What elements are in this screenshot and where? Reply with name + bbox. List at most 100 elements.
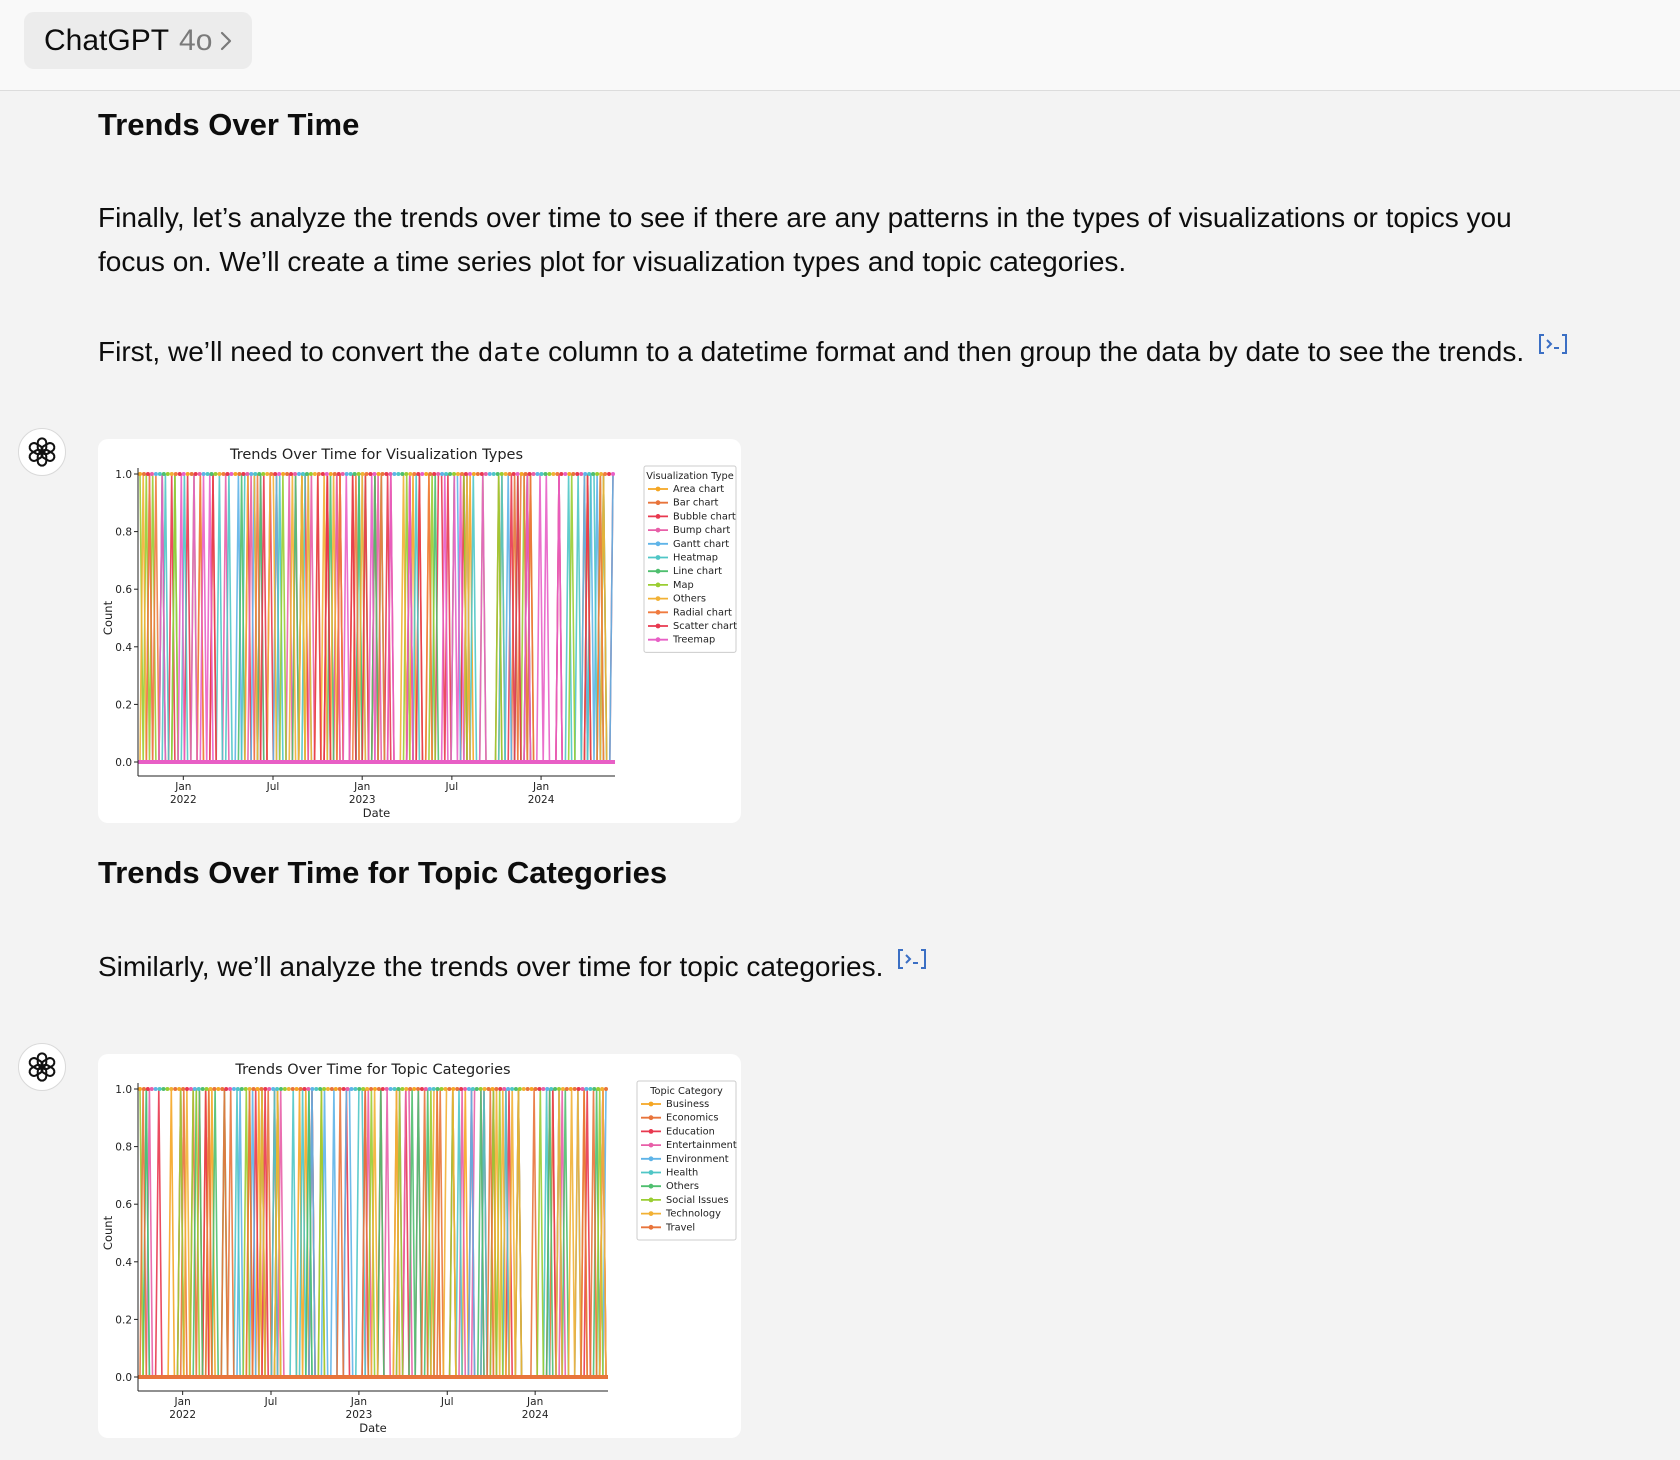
data-point <box>145 1087 150 1091</box>
data-point <box>431 1087 436 1091</box>
data-point <box>328 472 333 476</box>
data-point <box>237 472 242 476</box>
data-point <box>539 472 544 476</box>
data-point <box>466 1087 471 1091</box>
data-point <box>340 472 345 476</box>
code-interpreter-icon[interactable] <box>1538 333 1568 355</box>
data-point <box>439 1087 444 1091</box>
data-point <box>486 1087 491 1091</box>
data-point <box>257 472 262 476</box>
data-point <box>138 1087 142 1091</box>
x-tick-label: Jan <box>350 1396 367 1408</box>
data-point <box>352 472 357 476</box>
y-tick-label: 0.0 <box>115 757 132 769</box>
chart-card-topic-categories[interactable]: Trends Over Time for Topic Categories 0.0… <box>98 1054 741 1438</box>
data-point <box>575 472 580 476</box>
data-point <box>181 472 186 476</box>
data-point <box>153 472 158 476</box>
data-point <box>349 1087 354 1091</box>
data-point <box>467 472 472 476</box>
data-point <box>557 1087 562 1091</box>
data-point <box>253 472 258 476</box>
paragraph-convert-before: First, we’ll need to convert the <box>98 336 478 367</box>
data-point <box>499 472 504 476</box>
data-point <box>336 472 341 476</box>
x-tick-label: Jan <box>174 781 191 793</box>
data-point <box>432 472 437 476</box>
data-point <box>269 472 274 476</box>
legend-label: Travel <box>665 1222 695 1233</box>
data-point <box>231 1087 236 1091</box>
data-point <box>271 1087 276 1091</box>
data-point <box>447 1087 452 1091</box>
data-point <box>547 472 552 476</box>
data-point <box>459 472 464 476</box>
data-point <box>428 472 433 476</box>
data-point <box>165 472 170 476</box>
data-point <box>604 1087 608 1091</box>
data-point <box>502 1087 507 1091</box>
chart-card-visualization-types[interactable]: Trends Over Time for Visualization Types… <box>98 439 741 823</box>
data-point <box>149 1087 154 1091</box>
legend-marker <box>648 1129 654 1134</box>
data-point <box>138 472 142 476</box>
data-point <box>312 472 317 476</box>
legend-label: Radial chart <box>673 607 732 618</box>
y-tick-label: 0.2 <box>115 699 132 711</box>
data-point <box>325 1087 330 1091</box>
code-interpreter-icon[interactable] <box>897 948 927 970</box>
data-point <box>306 1087 311 1091</box>
legend-label: Area chart <box>673 484 724 495</box>
data-point <box>483 472 488 476</box>
y-tick-label: 0.8 <box>115 1142 132 1154</box>
data-point <box>241 472 246 476</box>
data-point <box>396 472 401 476</box>
data-point <box>300 472 305 476</box>
data-point <box>559 472 564 476</box>
data-point <box>329 1087 334 1091</box>
data-point <box>443 1087 448 1091</box>
y-tick-label: 0.8 <box>115 527 132 539</box>
data-point <box>267 1087 272 1091</box>
x-tick-label: Jan <box>353 781 370 793</box>
data-point <box>333 1087 338 1091</box>
legend-marker <box>648 1211 654 1216</box>
paragraph-topics: Similarly, we’ll analyze the trends over… <box>98 945 927 989</box>
data-point <box>588 1087 593 1091</box>
legend-label: Bubble chart <box>673 511 736 522</box>
legend-marker <box>655 609 661 615</box>
data-point <box>177 472 182 476</box>
legend-marker <box>648 1115 654 1121</box>
x-tick-label: Jan <box>526 1396 543 1408</box>
x-tick-label: Jul <box>445 781 459 793</box>
data-point <box>372 472 377 476</box>
data-point <box>564 1087 569 1091</box>
data-point <box>396 1087 401 1091</box>
x-axis-label: Date <box>363 806 391 820</box>
legend-label: Technology <box>665 1209 721 1220</box>
data-point <box>141 1087 146 1091</box>
legend-label: Bar chart <box>673 498 718 509</box>
data-point <box>275 1087 280 1091</box>
data-point <box>289 472 294 476</box>
y-axis-label: Count <box>101 600 115 635</box>
data-point <box>245 472 250 476</box>
data-point <box>310 1087 315 1091</box>
assistant-avatar <box>18 428 66 476</box>
x-tick-year-label: 2024 <box>522 1409 549 1421</box>
data-point <box>193 472 198 476</box>
data-point <box>529 1087 534 1091</box>
x-tick-label: Jul <box>440 1396 454 1408</box>
legend-label: Scatter chart <box>673 621 737 632</box>
data-point <box>563 472 568 476</box>
data-point <box>365 1087 370 1091</box>
data-point <box>184 1087 189 1091</box>
legend-marker <box>655 486 661 492</box>
y-tick-label: 0.4 <box>115 1257 132 1269</box>
model-selector-button[interactable]: ChatGPT 4o <box>24 12 253 69</box>
chevron-right-icon <box>221 31 232 50</box>
data-point <box>555 472 560 476</box>
data-point <box>384 1087 389 1091</box>
data-point <box>368 472 373 476</box>
data-point <box>513 1087 518 1091</box>
